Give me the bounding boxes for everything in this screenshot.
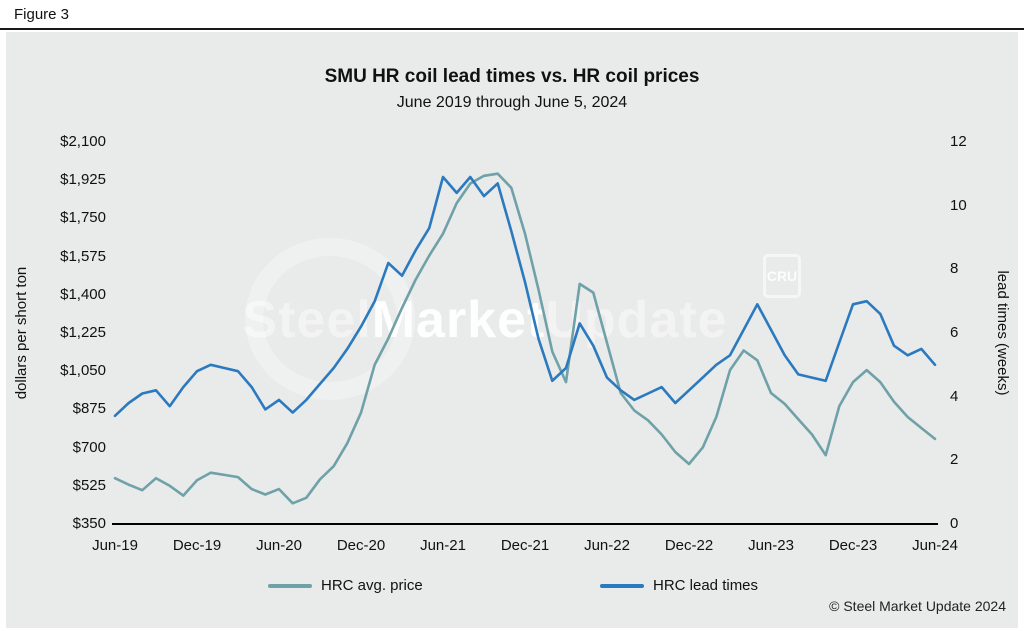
- x-axis-line: [112, 523, 938, 525]
- y-axis-left-tick-label: $1,050: [60, 362, 106, 380]
- y-axis-right-tick-label: 0: [950, 515, 959, 532]
- chart-panel: [6, 32, 1018, 628]
- y-axis-left-tick-label: $350: [72, 515, 106, 532]
- x-axis-tick-label: Dec-22: [664, 537, 714, 554]
- y-axis-left-tick-label: $1,575: [60, 247, 106, 265]
- legend-swatch-lead: [600, 583, 644, 588]
- right-axis-title: lead times (weeks): [994, 270, 1011, 396]
- watermark-market: Market: [371, 291, 546, 349]
- copyright-notice: © Steel Market Update 2024: [829, 598, 1006, 614]
- figure-number-label: Figure 3: [14, 6, 70, 23]
- y-axis-left-tick-label: $700: [72, 438, 106, 456]
- series-line-price: [113, 172, 937, 505]
- series-line-lead-times: [113, 175, 937, 418]
- cru-logo-watermark: CRU: [763, 254, 801, 298]
- y-axis-left-tick-label: $525: [72, 476, 106, 494]
- chart-title: SMU HR coil lead times vs. HR coil price…: [324, 66, 700, 87]
- watermark-steel: Steel: [242, 291, 372, 349]
- x-axis-tick-label: Dec-19: [172, 537, 222, 554]
- y-axis-right-tick-label: 10: [950, 196, 967, 214]
- y-axis-left-tick-label: $1,225: [60, 324, 106, 341]
- y-axis-left-tick-label: $1,925: [60, 171, 106, 189]
- y-axis-right-tick-label: 12: [950, 133, 967, 150]
- legend-item-price: HRC avg. price: [268, 577, 423, 594]
- y-axis-right-tick-label: 8: [950, 260, 959, 278]
- y-axis-right-tick-label: 6: [950, 324, 959, 341]
- x-axis-tick-label: Dec-20: [336, 537, 386, 554]
- x-axis-tick-label: Jun-22: [584, 537, 630, 554]
- y-axis-left-tick-label: $875: [72, 400, 106, 418]
- y-axis-left-tick-label: $1,750: [60, 209, 106, 227]
- legend-item-lead-times: HRC lead times: [600, 577, 758, 594]
- x-axis-tick-label: Jun-23: [748, 537, 794, 554]
- y-axis-right-tick-label: 2: [950, 451, 959, 469]
- x-axis-tick-label: Dec-21: [500, 537, 550, 554]
- legend-swatch-price: [268, 583, 312, 588]
- legend-label-price: HRC avg. price: [321, 577, 423, 594]
- legend-label-lead-times: HRC lead times: [653, 577, 759, 594]
- y-axis-left-tick-label: $2,100: [60, 133, 106, 150]
- x-axis-tick-label: Jun-19: [92, 537, 138, 554]
- y-axis-left-tick-label: $1,400: [60, 285, 106, 303]
- x-axis-tick-label: Jun-24: [912, 537, 958, 554]
- x-axis-tick-label: Jun-21: [420, 537, 466, 554]
- chart-subtitle: June 2019 through June 5, 2024: [396, 94, 628, 111]
- y-axis-right-tick-label: 4: [950, 387, 959, 405]
- figure-header-bar: Figure 3: [0, 0, 1024, 30]
- x-axis-tick-label: Dec-23: [828, 537, 878, 554]
- x-axis-tick-label: Jun-20: [256, 537, 302, 554]
